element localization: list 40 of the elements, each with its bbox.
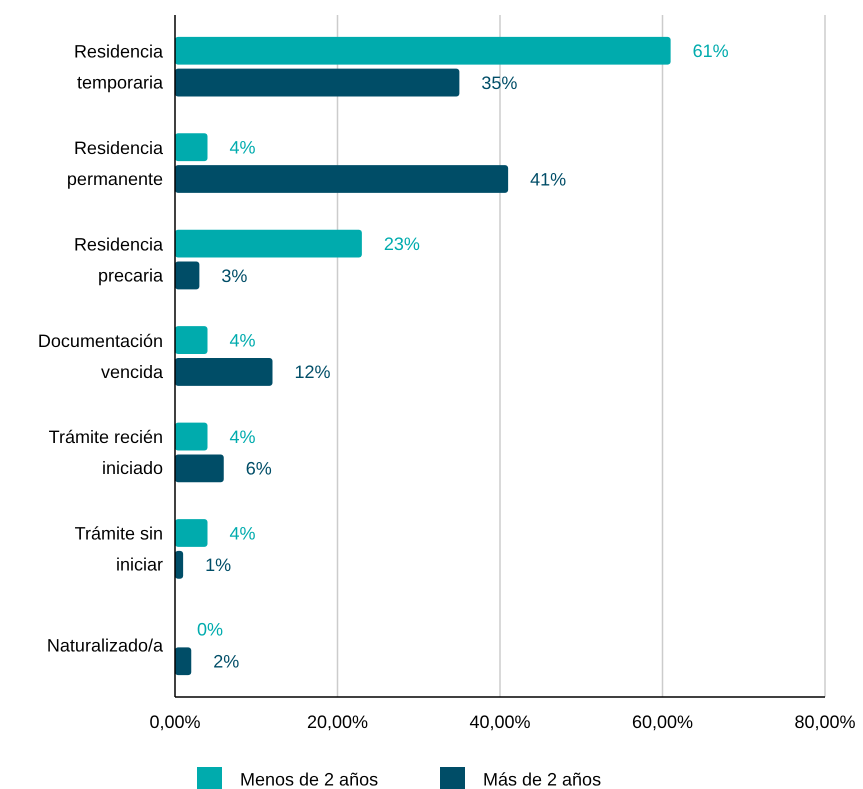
bar <box>175 422 208 450</box>
legend-label: Más de 2 años <box>483 769 602 789</box>
data-label: 4% <box>230 523 256 544</box>
x-tick-label: 20,00% <box>306 712 368 732</box>
bar <box>175 454 224 482</box>
data-label: 23% <box>384 234 420 254</box>
data-label: 41% <box>530 169 566 190</box>
data-label: 4% <box>230 137 256 158</box>
x-tick-label: 40,00% <box>469 712 531 732</box>
legend-label: Menos de 2 años <box>240 769 378 789</box>
y-tick-label: Trámite sin iniciar <box>74 524 164 575</box>
data-label: 12% <box>294 362 331 382</box>
bar <box>175 358 272 386</box>
bar <box>175 165 508 193</box>
bar <box>175 647 192 676</box>
bar <box>175 68 460 96</box>
y-tick-label: Residencia temporaria <box>74 41 164 92</box>
y-tick-label: Trámite recién iniciado <box>48 427 163 478</box>
y-tick-label: Residencia permanente <box>66 138 164 189</box>
x-tick-label: 0,00% <box>149 712 201 732</box>
y-tick-label: Documentación vencida <box>38 330 164 382</box>
data-label: 2% <box>213 652 240 672</box>
bar <box>175 133 208 162</box>
data-label: 61% <box>692 41 729 62</box>
data-label: 35% <box>481 72 518 93</box>
y-tick-label: Naturalizado/a <box>46 636 164 656</box>
data-label: 3% <box>221 266 248 286</box>
bar <box>175 262 200 290</box>
bar <box>175 519 208 547</box>
x-tick-label: 80,00% <box>794 712 856 732</box>
data-label: 0% <box>197 620 224 640</box>
x-tick-label: 60,00% <box>632 712 694 732</box>
data-label: 1% <box>205 555 232 576</box>
bar <box>175 326 208 354</box>
y-tick-label: Residencia precaria <box>74 234 164 286</box>
bar <box>175 36 671 65</box>
bar <box>175 230 362 258</box>
data-label: 4% <box>230 426 256 447</box>
data-label: 6% <box>246 458 272 479</box>
data-label: 4% <box>230 330 256 350</box>
